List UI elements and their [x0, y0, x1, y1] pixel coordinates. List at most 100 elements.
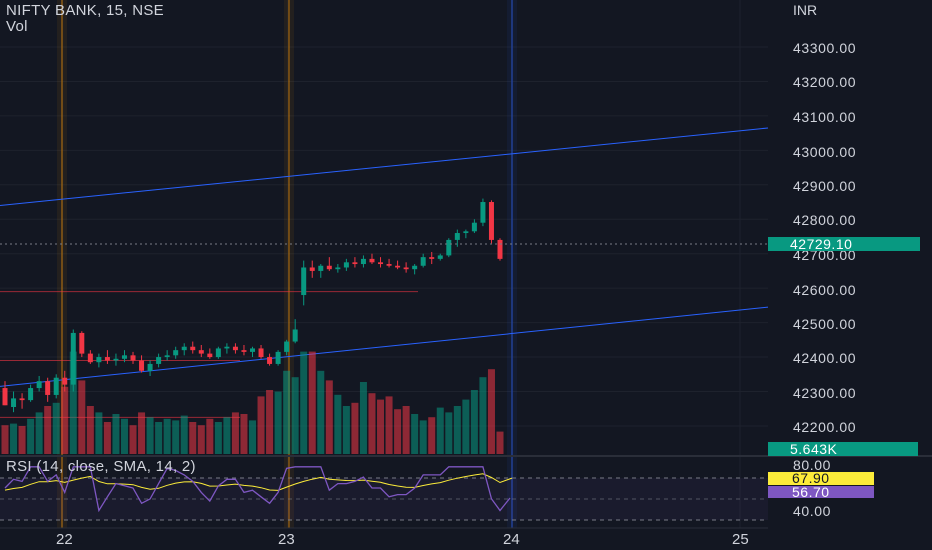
volume-bar	[146, 417, 154, 454]
volume-bar	[317, 370, 325, 454]
volume-bar	[172, 420, 180, 454]
price-tick: 43200.00	[793, 74, 857, 90]
candle-body	[79, 332, 85, 354]
candle-body	[284, 341, 290, 352]
volume-bar	[419, 420, 427, 454]
volume-bar	[479, 377, 487, 454]
rsi-legend[interactable]: RSI (14, close, SMA, 14, 2)	[6, 458, 196, 475]
candle-body	[224, 346, 230, 349]
price-tick: 42400.00	[793, 350, 857, 366]
volume-legend[interactable]: Vol	[6, 18, 28, 35]
currency-label[interactable]: INR	[793, 2, 818, 18]
volume-bar	[206, 418, 214, 454]
candle-body	[395, 265, 401, 268]
rsi-value-badge: 67.90	[768, 471, 874, 485]
price-tick: 43100.00	[793, 109, 857, 125]
candle-body	[190, 346, 196, 351]
candle-body	[420, 257, 426, 266]
candle-body	[360, 258, 366, 265]
candle-body	[258, 348, 264, 358]
candle-body	[104, 357, 110, 361]
volume-bar	[214, 422, 222, 454]
candle-body	[215, 348, 221, 358]
volume-bar	[189, 422, 197, 454]
candle-body	[326, 265, 332, 270]
symbol-title[interactable]: NIFTY BANK, 15, NSE	[6, 2, 164, 19]
candle-body	[207, 353, 213, 358]
price-tick: 43000.00	[793, 144, 857, 160]
candle-body	[352, 262, 358, 265]
volume-bar	[266, 390, 274, 454]
volume-bar	[334, 394, 342, 454]
candle-body	[463, 231, 469, 234]
candle-body	[164, 355, 170, 358]
candle-body	[369, 258, 375, 263]
volume-bar	[112, 414, 120, 454]
candle-body	[147, 363, 153, 371]
candle-body	[28, 388, 34, 401]
candle-body	[309, 267, 315, 271]
rsi-line	[4, 466, 511, 513]
volume-bar	[368, 393, 376, 454]
candle-body	[45, 381, 51, 395]
volume-bar	[103, 422, 111, 454]
volume-bar	[10, 423, 18, 454]
candle-body	[70, 332, 76, 385]
price-tick: 42300.00	[793, 385, 857, 401]
time-tick: 24	[503, 531, 520, 548]
volume-bar	[325, 380, 333, 454]
candle-body	[156, 357, 162, 364]
candle-body	[11, 398, 17, 408]
session-band	[57, 0, 67, 528]
candle-body	[181, 346, 187, 351]
time-tick: 23	[278, 531, 295, 548]
volume-bar	[487, 369, 495, 454]
volume-bar	[249, 420, 256, 454]
candle-body	[378, 262, 384, 265]
candle-body	[429, 257, 435, 259]
volume-bar	[163, 418, 171, 454]
price-tick: 42200.00	[793, 419, 857, 435]
volume-bar	[428, 417, 436, 454]
candle-body	[275, 351, 281, 364]
volume-bar	[283, 370, 291, 454]
candle-body	[386, 264, 392, 266]
candle-body	[198, 350, 204, 354]
volume-bar	[385, 396, 393, 454]
volume-bar	[18, 426, 26, 454]
volume-bar	[231, 412, 239, 454]
symbol-legend[interactable]: NIFTY BANK, 15, NSE Vol	[6, 3, 164, 35]
candle-body	[488, 202, 494, 240]
volume-bar	[445, 412, 453, 454]
volume-bar	[1, 425, 9, 454]
candle-body	[301, 267, 307, 296]
volume-bar	[155, 422, 163, 454]
volume-bar	[300, 351, 308, 454]
candle-body	[173, 350, 179, 356]
candle-body	[318, 265, 324, 271]
candle-body	[19, 398, 25, 401]
volume-badge: 5.643K	[768, 442, 918, 456]
volume-bar	[86, 406, 94, 454]
time-tick: 22	[56, 531, 73, 548]
candle-body	[96, 357, 102, 363]
volume-bar	[377, 399, 385, 454]
trend-channel[interactable]	[0, 127, 769, 387]
candle-body	[403, 267, 409, 270]
volume-bar	[453, 406, 461, 454]
volume-bar	[69, 351, 77, 454]
candle-body	[292, 329, 298, 342]
session-band	[507, 0, 517, 528]
candle-body	[250, 348, 255, 352]
volume-bar	[78, 380, 86, 454]
price-tick: 42500.00	[793, 316, 857, 332]
price-tick: 42900.00	[793, 178, 857, 194]
volume-bar	[359, 382, 367, 454]
candle-body	[87, 353, 93, 363]
volume-bar	[496, 431, 504, 454]
volume-bar	[411, 414, 419, 454]
candles	[2, 198, 503, 413]
candle-body	[53, 377, 59, 395]
volume-bar	[257, 396, 265, 454]
